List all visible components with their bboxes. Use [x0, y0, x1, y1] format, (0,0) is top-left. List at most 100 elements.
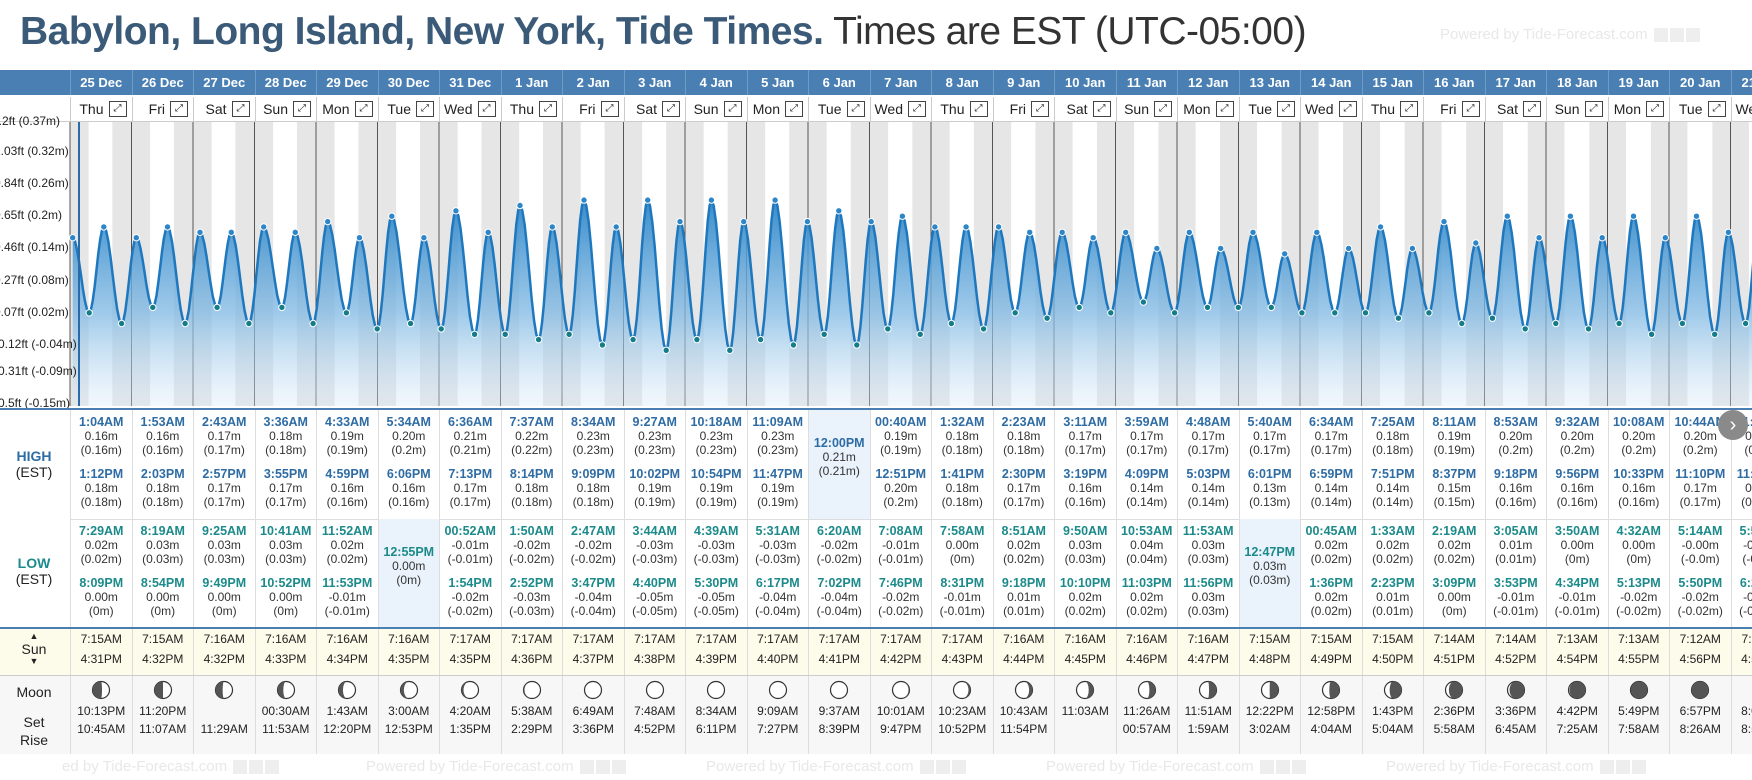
weekday-label: Mon	[1613, 101, 1641, 117]
scroll-next-button[interactable]: ›	[1718, 410, 1748, 440]
low-tide-entry: 3:09PM 0.00m (0m)	[1424, 576, 1485, 618]
low-tide-entry: 11:03PM 0.02m (0.02m)	[1117, 576, 1178, 618]
expand-day-icon[interactable]: ⤢	[1031, 101, 1049, 117]
expand-day-icon[interactable]: ⤢	[354, 101, 373, 117]
expand-day-icon[interactable]: ⤢	[723, 101, 742, 117]
low-tide-point	[1647, 330, 1656, 339]
high-tide-height: 0.23m	[699, 429, 733, 443]
high-tide-height-alt: (0.23m)	[695, 443, 737, 457]
low-tide-point	[662, 346, 670, 355]
expand-day-icon[interactable]: ⤢	[1338, 101, 1357, 117]
high-tide-point	[548, 223, 556, 231]
sun-day-column: 7:15AM 4:48PM	[1238, 629, 1301, 675]
high-tide-point	[1026, 228, 1034, 237]
high-tide-time: 3:55PM	[263, 467, 308, 481]
high-tide-height-alt: (0.17m)	[203, 443, 245, 457]
sunrise-time: 7:15AM	[1249, 632, 1291, 646]
expand-day-icon[interactable]: ⤢	[1461, 101, 1480, 117]
low-tide-height-alt: (-0.03m)	[509, 604, 555, 618]
expand-day-icon[interactable]: ⤢	[1092, 101, 1111, 117]
expand-day-icon[interactable]: ⤢	[1707, 101, 1726, 117]
high-tide-height: 0.20m	[1683, 429, 1717, 443]
high-tide-height: 0.22m	[515, 429, 549, 443]
low-tide-time: 7:02PM	[817, 576, 862, 590]
high-tide-point	[1503, 212, 1512, 220]
moonrise-time: 3:02AM	[1249, 722, 1291, 736]
expand-day-icon[interactable]: ⤢	[785, 101, 803, 117]
low-tide-entry: 11:56PM 0.03m (0.03m)	[1178, 576, 1239, 618]
low-tide-time: 7:46PM	[878, 576, 923, 590]
high-tide-entry: 2:43AM 0.17m (0.17m)	[194, 415, 255, 457]
low-tide-entry: 6:25PM-0.02m(-0.02m)	[1732, 576, 1752, 618]
expand-day-icon[interactable]: ⤢	[1646, 101, 1664, 117]
expand-day-icon[interactable]: ⤢	[477, 101, 496, 117]
expand-day-icon[interactable]: ⤢	[969, 101, 988, 117]
expand-day-icon[interactable]: ⤢	[600, 101, 619, 117]
expand-day-icon[interactable]: ⤢	[170, 101, 188, 117]
high-tide-height: 0.17m	[1130, 429, 1164, 443]
high-tide-height-alt: (0.2m)	[1621, 443, 1657, 457]
high-tide-point	[1661, 234, 1670, 242]
expand-day-icon[interactable]: ⤢	[1400, 101, 1418, 117]
low-tide-height: -0.02m	[1681, 590, 1719, 604]
moon-phase-icon	[584, 680, 603, 700]
expand-day-icon[interactable]: ⤢	[1584, 101, 1603, 117]
moonrise-time: 7:58AM	[1618, 722, 1660, 736]
expand-day-icon[interactable]: ⤢	[662, 101, 680, 117]
low-tide-height: -0.02m	[513, 538, 551, 552]
expand-day-icon[interactable]: ⤢	[1523, 101, 1541, 117]
low-tide-height: 0.03m	[146, 538, 180, 552]
low-tide-time: 10:10PM	[1059, 576, 1111, 590]
tide-day-column: 5:40AM 0.17m (0.17m) 6:01PM 0.13m (0.13m) 12:4…	[1238, 410, 1300, 628]
moon-day-column: 4:42PM 7:25AM	[1546, 676, 1608, 754]
expand-day-icon[interactable]: ⤢	[231, 101, 250, 117]
high-tide-height-alt: (0.16m)	[326, 495, 368, 509]
expand-day-icon[interactable]: ⤢	[293, 101, 311, 117]
high-tide-point	[1598, 234, 1606, 242]
expand-day-icon[interactable]: ⤢	[1277, 101, 1295, 117]
expand-day-icon[interactable]: ⤢	[416, 101, 434, 117]
low-tide-height-alt: (-0.04m)	[755, 604, 801, 618]
high-tide-time: 9:18PM	[1493, 467, 1538, 481]
high-tide-point	[516, 201, 524, 210]
high-tide-time: 12:00PM	[813, 436, 865, 450]
high-tide-time: 2:23AM	[1001, 415, 1046, 429]
high-tide-height: 0.18m	[1376, 429, 1410, 443]
low-tide-point	[85, 309, 93, 317]
high-tide-height-alt: (0.16m)	[80, 443, 122, 457]
expand-day-icon[interactable]: ⤢	[846, 101, 865, 117]
sunset-time: 4:36PM	[511, 652, 553, 666]
low-tide-time: 3:50AM	[1555, 524, 1600, 538]
low-tide-time: 3:09PM	[1432, 576, 1477, 590]
weekday-cell: Wed⤢	[1300, 97, 1362, 121]
sun-day-column: 7:15AM 4:32PM	[131, 629, 194, 675]
expand-day-icon[interactable]: ⤢	[1215, 101, 1234, 117]
high-tide-height-alt: (0.17m)	[449, 495, 491, 509]
low-tide-time: 11:03PM	[1121, 576, 1172, 590]
sunrise-time: 7:16AM	[265, 632, 307, 646]
moonrise-time: 11:53AM	[262, 722, 310, 736]
expand-day-icon[interactable]: ⤢	[108, 101, 127, 117]
low-tide-height: -0.05m	[636, 590, 674, 604]
sunrise-time: 7:17AM	[449, 632, 491, 646]
low-tide-entry: 2:52PM -0.03m (-0.03m)	[502, 576, 563, 618]
low-tide-time: 6:17PM	[755, 576, 800, 590]
footer-powered-5-text: Powered by Tide-Forecast.com	[1386, 758, 1594, 775]
expand-day-icon[interactable]: ⤢	[539, 101, 557, 117]
tide-day-column: 4:33AM 0.19m (0.19m) 4:59PM 0.16m (0.16m) 11:5…	[316, 410, 378, 628]
expand-day-icon[interactable]: ⤢	[1154, 101, 1172, 117]
moonrise-time	[1055, 720, 1116, 738]
high-tide-height: 0.18m	[576, 481, 610, 495]
weekday-cell: Sun ⤢	[254, 97, 317, 121]
high-tide-height-alt: (0.21m)	[818, 464, 860, 478]
low-tide-entry: 5:50PM -0.02m (-0.02m)	[1670, 576, 1731, 618]
low-tide-height-alt: (-0.01m)	[447, 552, 493, 566]
low-tide-entry: 9:49PM 0.00m (0m)	[194, 576, 255, 618]
low-tide-height-alt: (0.04m)	[1126, 552, 1168, 566]
low-tide-height: 0.04m	[1130, 538, 1164, 552]
expand-day-icon[interactable]: ⤢	[908, 101, 926, 117]
sunset-time: 4:33PM	[265, 652, 307, 666]
high-tide-time: 6:59PM	[1309, 467, 1354, 481]
moon-phase-icon	[338, 680, 357, 700]
low-tide-entry: 9:50AM 0.03m (0.03m)	[1055, 524, 1116, 566]
